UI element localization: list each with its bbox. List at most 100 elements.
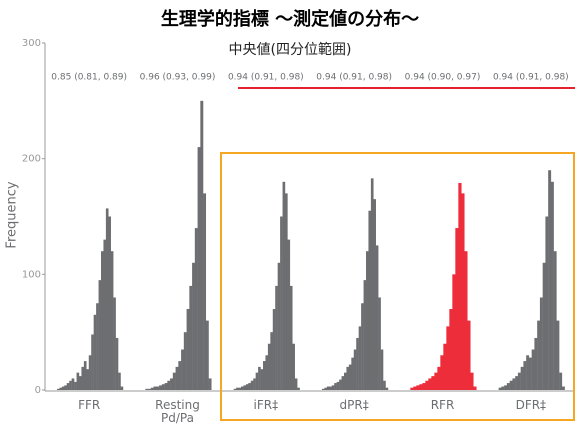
histogram-bar [292,343,295,390]
median-annotation: 0.94 (0.91, 0.98) [316,73,392,83]
histogram-bar [473,386,477,390]
histogram-bar [115,337,119,390]
histogram-bar [118,372,121,390]
histogram-bar [93,314,97,390]
category-label: Resting Pd/Pa [155,398,200,425]
histogram-bar [329,386,332,390]
histogram-bar [437,366,441,390]
histogram-bar [175,366,179,390]
histogram-bar [324,387,328,390]
histogram-bar [96,303,99,390]
histogram-bar [322,388,325,390]
histogram-bar [416,385,420,390]
histogram-bar [344,372,347,390]
histogram-bar [498,387,502,390]
chart-title: 生理学的指標 〜測定値の分布〜 [161,8,419,30]
histogram-bar [506,383,510,390]
highlight-box [220,152,575,421]
histogram-bar [280,216,283,390]
y-tick-label: 300 [22,38,41,49]
histogram-bar [501,386,505,390]
histogram-bar [282,181,286,390]
histogram-bar [167,380,171,390]
histogram-bar [531,349,535,390]
histogram-bar [76,372,80,390]
histogram-bar [470,372,474,390]
histogram-bar [101,251,104,390]
histogram-bar [156,386,160,390]
histogram-bar [455,228,459,390]
histogram-bar [443,343,447,390]
histogram-bar [353,349,357,390]
histogram-bar [57,388,60,390]
histogram-bar [148,388,152,390]
histogram-bar [378,297,381,390]
histogram-bar [255,372,259,390]
histogram-bar [449,309,453,390]
histogram-bar [81,366,85,390]
histogram-bar [113,297,116,390]
y-axis-label: Frequency [5,181,20,248]
histogram-bar [267,343,271,390]
histogram-bar [203,193,207,390]
histogram-bar [250,380,254,390]
histogram-bar [181,349,185,390]
histogram-bar [258,366,261,390]
histogram-bar [103,239,107,390]
histogram-bar [358,326,362,390]
histogram-bar [339,379,342,390]
histogram-bar [241,386,244,390]
histogram-bar [361,303,364,390]
histogram-bar [504,385,508,390]
histogram-bar [297,387,300,390]
histogram-bar [153,386,157,390]
histogram-bar [110,251,114,390]
histogram-bar [233,388,237,390]
histogram-bar [326,386,330,390]
histogram-bar [66,383,70,390]
histogram-bar [272,309,276,390]
histogram-bar [346,366,350,390]
histogram-bar [105,208,109,390]
histogram-bar [236,387,239,390]
histogram-bar [164,383,168,390]
histogram-bar [458,182,462,390]
histogram-bar [294,378,298,390]
histogram-bar [446,326,450,390]
histogram-bar [120,386,124,390]
histogram-bar [194,228,198,390]
histogram-bar [380,349,384,390]
histogram-bar [287,239,291,390]
histogram-bar [150,387,154,390]
histogram-bar [351,357,354,390]
histogram-bar [248,383,251,390]
histogram-bar [363,280,367,390]
histogram-bar [452,274,456,390]
histogram-bar [289,285,293,390]
histogram-bar [550,181,554,390]
histogram-bar [178,361,182,390]
histogram-bar [74,381,77,390]
y-tick-label: 200 [22,154,41,165]
histogram-bar [83,361,87,390]
histogram-bar [512,378,516,390]
histogram-bar [86,369,89,390]
histogram-bar [189,285,193,390]
histogram-bar [265,355,269,390]
median-annotation: 0.94 (0.90, 0.97) [405,73,481,83]
histogram-bar [431,376,435,390]
histogram-bar [197,147,201,390]
histogram-bar [561,386,565,390]
category-label: DFR‡ [515,398,547,412]
histogram-bar [170,378,174,390]
histogram-bar [64,385,67,390]
histogram-bar [192,262,196,390]
median-annotation: 0.96 (0.93, 0.99) [140,73,216,83]
histogram-bar [545,216,549,390]
histogram-bar [253,378,256,390]
histogram-bar [238,387,242,390]
histogram-bar [161,384,165,390]
histogram-bar [534,337,538,390]
histogram-bar [425,380,429,390]
